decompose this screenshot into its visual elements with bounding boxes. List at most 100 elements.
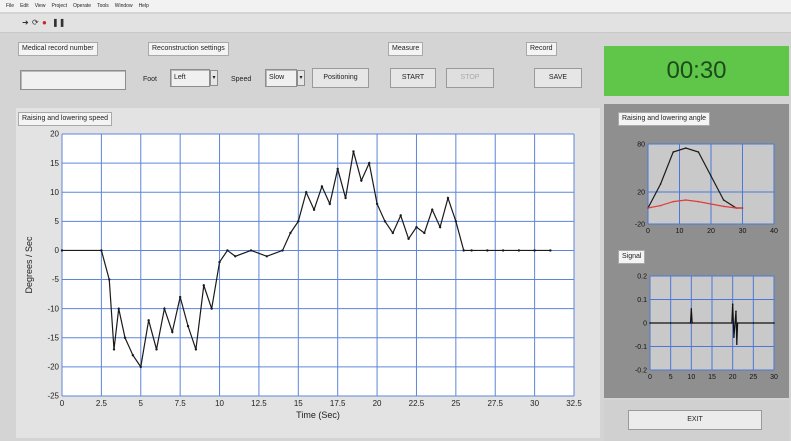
data-point [289,231,292,235]
speed-select[interactable]: Slow [265,69,297,87]
y-tick-label: -25 [47,392,59,401]
data-point [117,307,120,310]
data-point [304,191,308,194]
data-point [155,348,158,351]
right-panel: Raising and lowering angle 0 10 20 30 40 80 20… [604,104,789,398]
pause-icon[interactable]: ❚❚ [52,18,66,27]
data-point [454,220,458,223]
menu-operate[interactable]: Operate [73,3,92,9]
menu-tools[interactable]: Tools [97,3,109,9]
data-point [147,319,150,322]
data-point [218,260,221,264]
data-point [672,200,674,203]
x-tick-label: 10 [215,399,224,408]
data-point [297,220,300,223]
x-tick-label: 12.5 [251,399,267,408]
x-tick-label: 25 [451,399,460,408]
data-point [431,208,434,211]
data-point [328,202,332,206]
data-point [210,307,213,310]
data-point [194,348,198,351]
medical-record-field[interactable] [20,70,126,90]
data-point [100,249,103,252]
data-point [752,322,755,324]
data-point [697,151,700,153]
run-continuous-icon[interactable]: ⟳ [32,18,39,27]
data-point [438,225,442,229]
menu-file[interactable]: File [6,3,15,9]
menu-window[interactable]: Window [114,3,133,9]
y-tick-label: 20 [50,130,59,139]
x-tick-label: 40 [770,228,778,235]
data-point [163,307,166,310]
menu-help[interactable]: Help [138,3,149,9]
data-point [501,249,505,252]
x-tick-label: 5 [669,374,673,381]
data-point [685,147,687,149]
positioning-button[interactable]: Positioning [312,68,369,88]
data-point [415,225,418,229]
menu-edit[interactable]: Edit [20,3,29,9]
run-arrow-icon[interactable]: ➜ [22,18,29,27]
data-point [736,322,739,324]
data-point [710,175,712,177]
x-tick-label: 2.5 [96,399,108,408]
plot-area [62,134,574,396]
data-point [234,255,237,258]
foot-dropdown-icon[interactable]: ▾ [210,70,218,86]
abort-icon[interactable]: ● [42,18,47,27]
data-point [733,336,735,338]
x-tick-label: 0 [648,374,652,381]
x-tick-label: 32.5 [566,399,582,408]
data-point [171,330,174,334]
data-point [731,322,733,324]
y-tick-label: 5 [55,217,60,226]
x-tick-label: 22.5 [409,399,425,408]
data-point [202,284,205,287]
data-point [352,150,355,153]
x-tick-label: 5 [139,399,144,408]
x-tick-label: 15 [294,399,303,408]
record-label: Record [526,42,557,56]
data-point [226,249,229,252]
speed-dropdown-icon[interactable]: ▾ [297,70,305,86]
y-tick-label: 10 [50,188,59,197]
menu-view[interactable]: View [34,3,46,9]
x-tick-label: 0 [646,228,650,235]
data-point [672,151,674,153]
start-button[interactable]: START [390,68,436,88]
y-tick-label: -20 [635,221,645,228]
data-point [139,365,142,369]
exit-area: EXIT [604,400,789,441]
elapsed-timer: 00:30 [604,46,789,96]
y-tick-label: 20 [637,189,645,196]
x-tick-label: 30 [739,228,747,235]
menu-project[interactable]: Project [51,3,67,9]
save-button[interactable]: SAVE [534,68,582,88]
foot-select[interactable]: Left [170,69,210,87]
data-point [368,161,371,165]
menu-bar: File Edit View Project Operate Tools Window Hel… [0,0,791,12]
data-point [736,343,738,345]
data-point [731,303,734,305]
data-point [689,322,692,324]
data-point [690,308,693,310]
data-point [710,203,712,205]
y-tick-label: -0.2 [635,367,647,374]
x-tick-label: 30 [530,399,539,408]
exit-button[interactable]: EXIT [628,410,762,430]
data-point [735,310,737,313]
data-point [108,278,111,281]
speed-chart-title: Raising and lowering speed [18,112,112,126]
y-tick-label: 0 [643,320,647,327]
data-point [281,249,284,252]
x-tick-label: 10 [687,374,695,381]
stop-button[interactable]: STOP [446,68,494,88]
y-tick-label: -5 [52,275,60,284]
data-point [186,324,190,328]
y-tick-label: -10 [47,304,59,313]
x-tick-label: 20 [707,228,715,235]
data-point [741,207,744,209]
toolbar: ➜ ⟳ ● ❚❚ [0,14,791,33]
data-point [462,249,465,252]
